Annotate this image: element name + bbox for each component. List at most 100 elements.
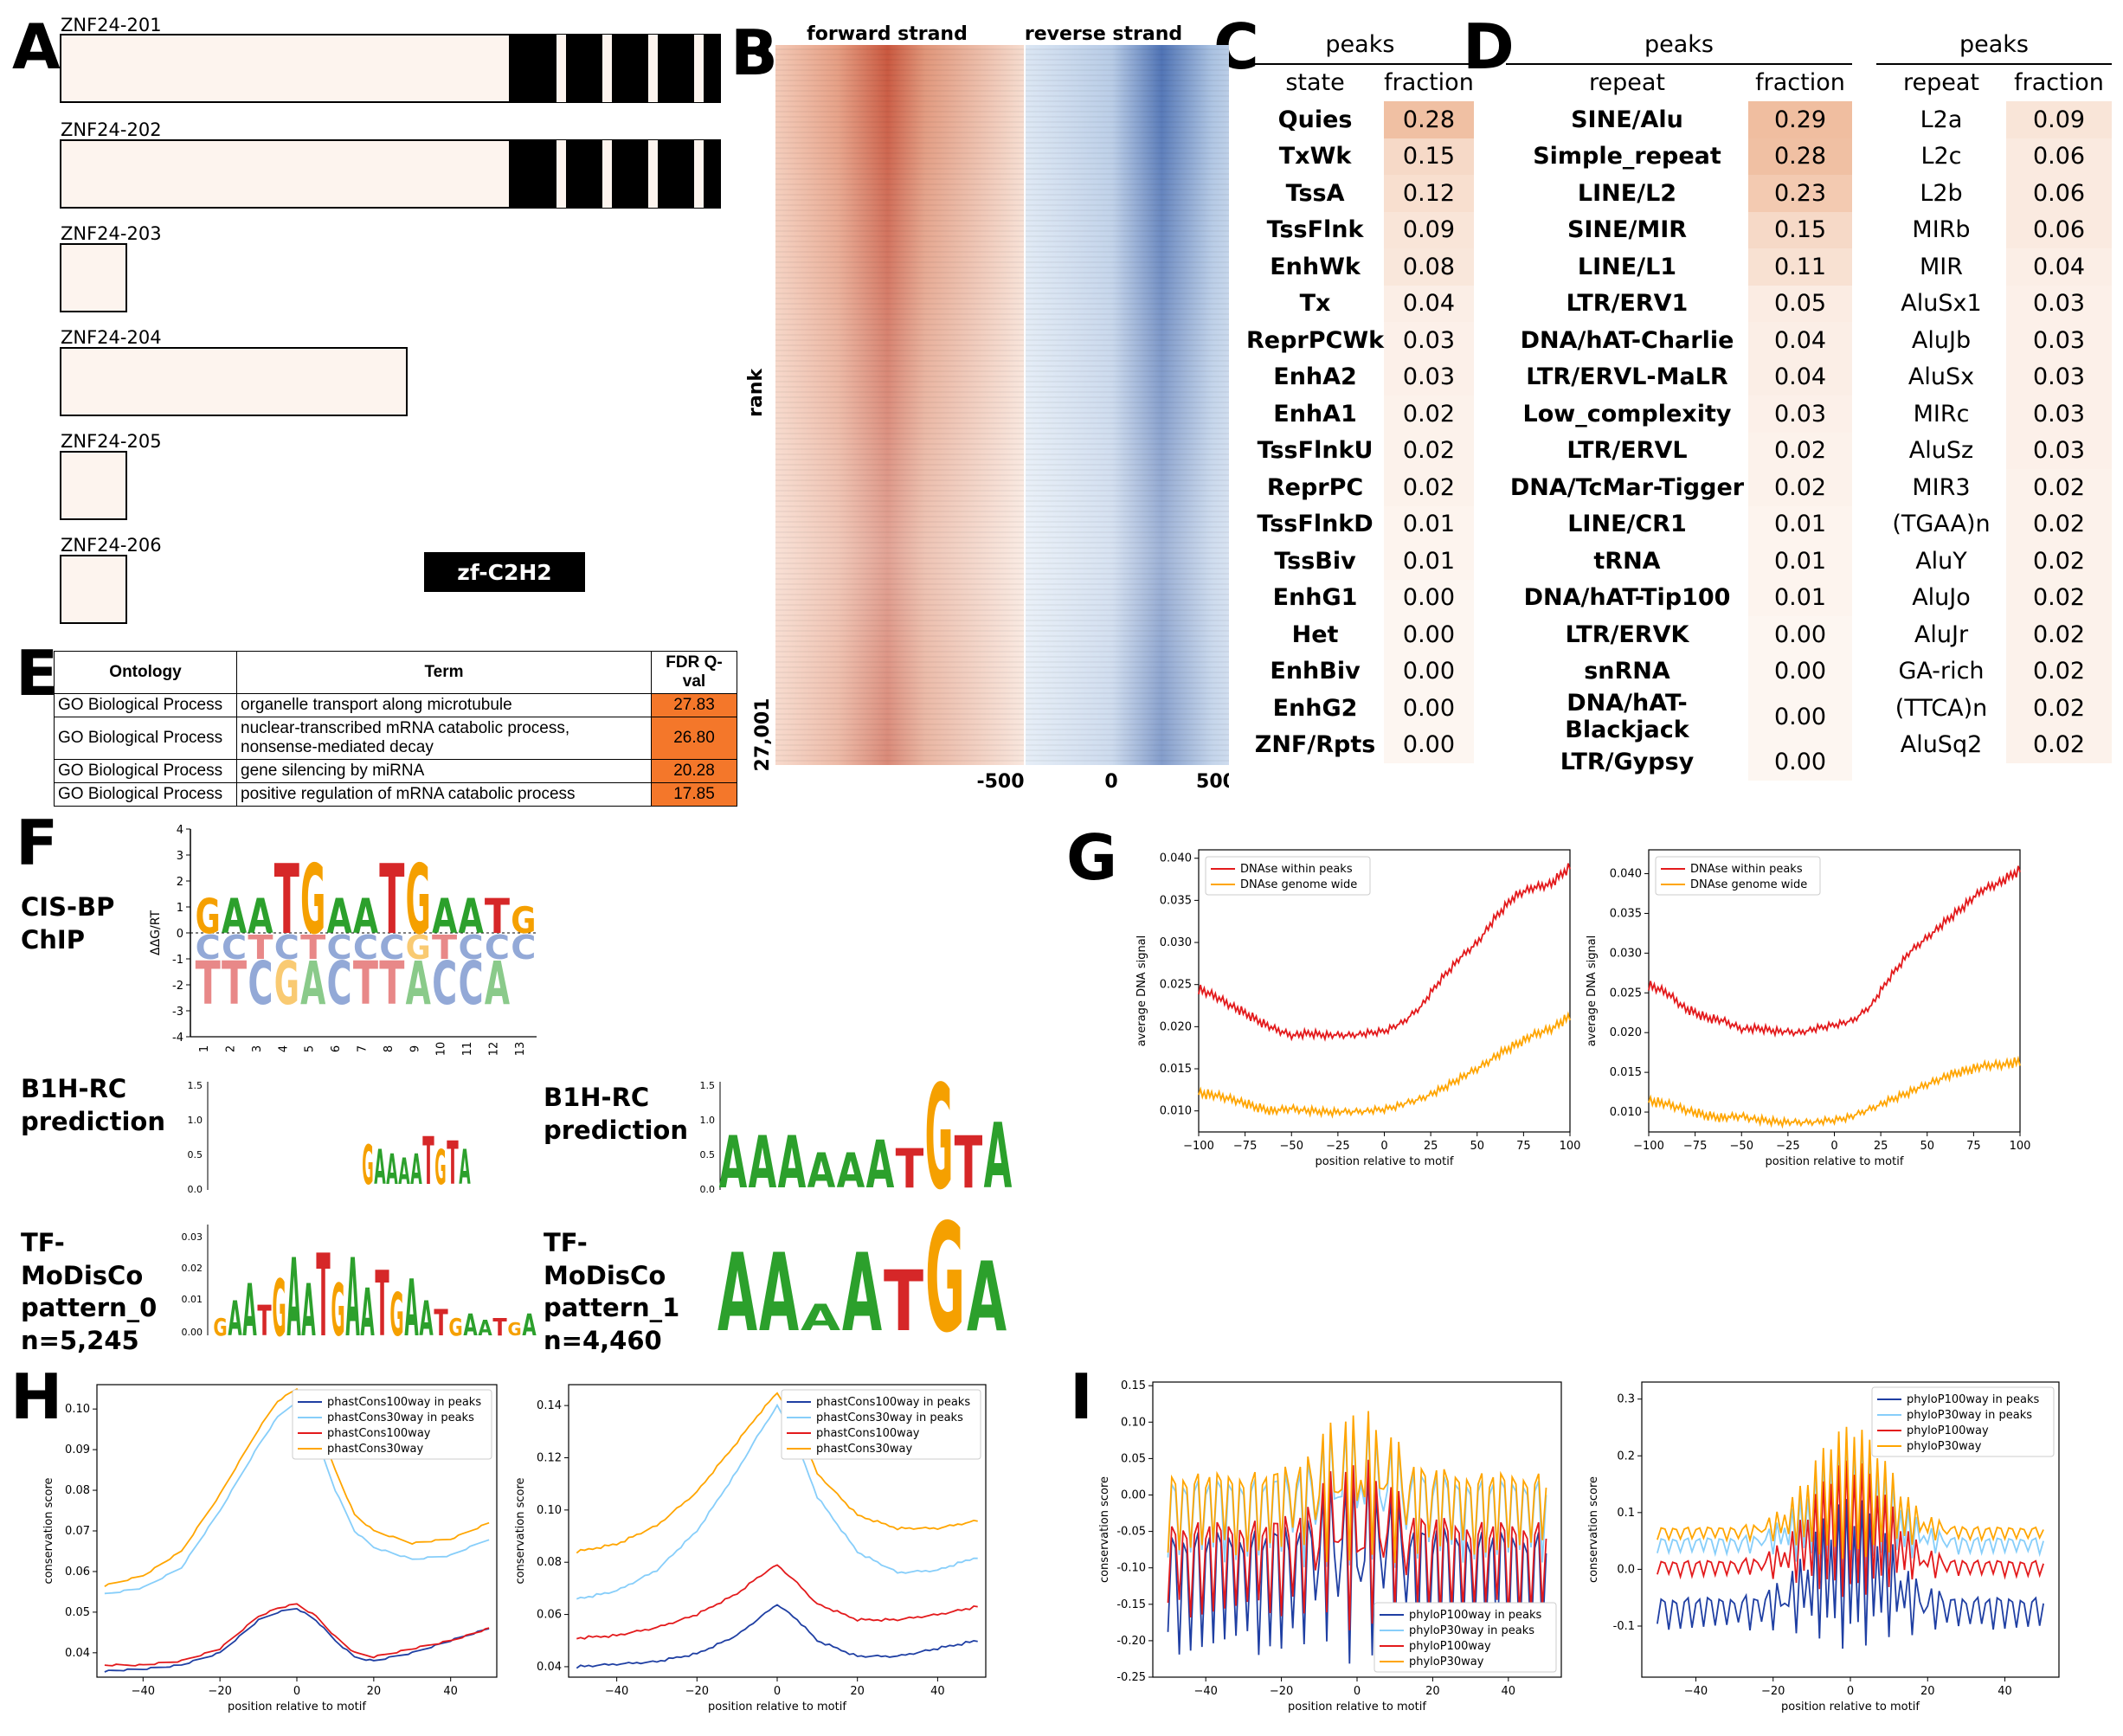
- col-header-fdr: FDR Q-val: [651, 651, 737, 694]
- logo-y-tick: 2: [177, 876, 183, 889]
- table-row: Tx 0.04: [1246, 285, 1474, 322]
- series-line: [1167, 1411, 1547, 1564]
- row-label: AluSq2: [1900, 731, 1983, 759]
- table-row: (TTCA)n 0.02: [1876, 690, 2112, 727]
- table-row: AluSx1 0.03: [1876, 285, 2112, 322]
- logo-letter: T: [447, 1129, 458, 1199]
- x-tick-label: 40: [930, 1685, 945, 1698]
- fraction-cell: 0.00: [1384, 616, 1474, 653]
- logo-letter: C: [458, 949, 483, 1019]
- row-label: MIRc: [1913, 400, 1970, 428]
- transcript-bar: [60, 451, 127, 520]
- y-tick-label: -0.05: [1116, 1526, 1146, 1539]
- legend-label: phastCons100way: [327, 1427, 431, 1440]
- y-tick-label: 0.09: [65, 1443, 90, 1456]
- legend-label: phyloP100way in peaks: [1907, 1393, 2040, 1406]
- logo-letter: G: [331, 1269, 344, 1346]
- logo-x-tick: 2: [225, 1045, 238, 1052]
- y-axis-label: average DNA signal: [1135, 936, 1148, 1047]
- table-row: Het 0.00: [1246, 616, 1474, 653]
- row-label: Tx: [1299, 290, 1331, 318]
- legend-label: phastCons30way: [816, 1443, 913, 1456]
- logo-letter: A: [807, 1144, 836, 1199]
- logo-letter: T: [896, 1137, 924, 1200]
- fraction-cell: 0.02: [2006, 579, 2112, 616]
- logo-y-tick: -2: [172, 980, 183, 993]
- table-row: DNA/hAT-Charlie 0.04: [1506, 322, 1852, 359]
- fraction-cell: 0.03: [2006, 322, 2112, 359]
- logo-letter: T: [257, 1297, 271, 1346]
- fdr-cell: 17.85: [651, 782, 737, 807]
- x-axis-label: position relative to motif: [1288, 1701, 1426, 1713]
- logo-letter: A: [984, 1105, 1013, 1203]
- x-tick-label: −100: [1183, 1140, 1214, 1153]
- zf-domain-block: [509, 140, 720, 208]
- series-line: [1648, 865, 2021, 1038]
- fraction-cell: 0.01: [1748, 579, 1852, 616]
- y-tick-label: 0.025: [1160, 979, 1192, 992]
- legend-label: phastCons100way in peaks: [816, 1396, 970, 1409]
- rank-bottom-tick: 27,001: [752, 698, 774, 772]
- x-axis-label: position relative to motif: [708, 1701, 846, 1713]
- logo-letter: C: [432, 949, 457, 1019]
- logo-x-tick: 11: [461, 1042, 474, 1056]
- logo-letter: A: [749, 1121, 777, 1203]
- x-tick-label: 0: [1847, 1685, 1854, 1698]
- logo-x-tick: 9: [409, 1045, 421, 1052]
- row-label: Quies: [1277, 106, 1353, 133]
- motif-source-label: TF-MoDisCo pattern_1 n=4,460: [544, 1228, 680, 1356]
- domain-legend-box: [424, 552, 585, 592]
- logo-letter: A: [353, 890, 378, 945]
- chart-phylop-left: -0.25 -0.20 -0.15 -0.10 -0.05 0.00 0.05 0.10 0.1…: [1099, 1379, 1562, 1713]
- fraction-cell: 0.23: [1748, 175, 1852, 212]
- row-label: LINE/L1: [1577, 253, 1677, 280]
- row-label: TssFlnkU: [1257, 437, 1374, 465]
- logo-letter: A: [419, 1292, 433, 1346]
- table-row: EnhWk 0.08: [1246, 248, 1474, 286]
- row-label: AluSz: [1908, 437, 1974, 465]
- transcript-bar: [60, 243, 127, 312]
- y-tick-label: 0.040: [1610, 868, 1642, 881]
- y-tick-label: 0.020: [1160, 1020, 1192, 1033]
- logo-letter: G: [434, 1141, 446, 1196]
- domain-gap: [602, 140, 612, 208]
- fraction-cell: 0.00: [1384, 690, 1474, 727]
- logo-letter: G: [925, 1216, 965, 1346]
- x-tick-label: 75: [1966, 1140, 1981, 1153]
- ontology-cell: GO Biological Process: [54, 782, 237, 807]
- fraction-cell: 0.02: [2006, 505, 2112, 543]
- table-row: MIR 0.04: [1876, 248, 2112, 286]
- y-axis-label: conservation score: [43, 1477, 55, 1584]
- svg-text:0.02: 0.02: [182, 1263, 203, 1274]
- table-row: EnhBiv 0.00: [1246, 653, 1474, 690]
- motif-source-label: CIS-BP ChIP: [21, 892, 115, 955]
- row-label: LINE/L2: [1577, 179, 1677, 207]
- logo-letter: G: [300, 845, 325, 956]
- logo-letter: T: [375, 1253, 389, 1346]
- row-label: ZNF/Rpts: [1254, 731, 1376, 759]
- fraction-cell: 0.01: [1384, 505, 1474, 543]
- row-label: snRNA: [1584, 658, 1670, 685]
- logo-letter: C: [458, 929, 483, 968]
- logo-letter: T: [955, 1121, 983, 1203]
- row-label: Low_complexity: [1522, 400, 1732, 428]
- series-line: [576, 1604, 978, 1669]
- logo-y-tick: 3: [177, 850, 183, 863]
- logo-letter: T: [432, 929, 458, 968]
- logo-x-tick: 13: [514, 1042, 527, 1056]
- logo-x-tick: 3: [251, 1045, 264, 1052]
- logo-letter: C: [511, 929, 536, 968]
- x-tick-label: −20: [1761, 1685, 1785, 1698]
- series-line: [1198, 1011, 1571, 1119]
- row-label: (TTCA)n: [1895, 694, 1988, 722]
- logo-letter: T: [379, 949, 404, 1019]
- row-label: GA-rich: [1898, 658, 1985, 685]
- table-row: MIR3 0.02: [1876, 469, 2112, 506]
- legend-label: phastCons100way: [816, 1427, 920, 1440]
- panel-letter-i: I: [1070, 1360, 1093, 1433]
- logo-letter: G: [272, 1264, 286, 1346]
- svg-text:1.0: 1.0: [700, 1115, 716, 1126]
- y-tick-label: 0.15: [1121, 1379, 1146, 1392]
- legend-label: phastCons30way: [327, 1443, 424, 1456]
